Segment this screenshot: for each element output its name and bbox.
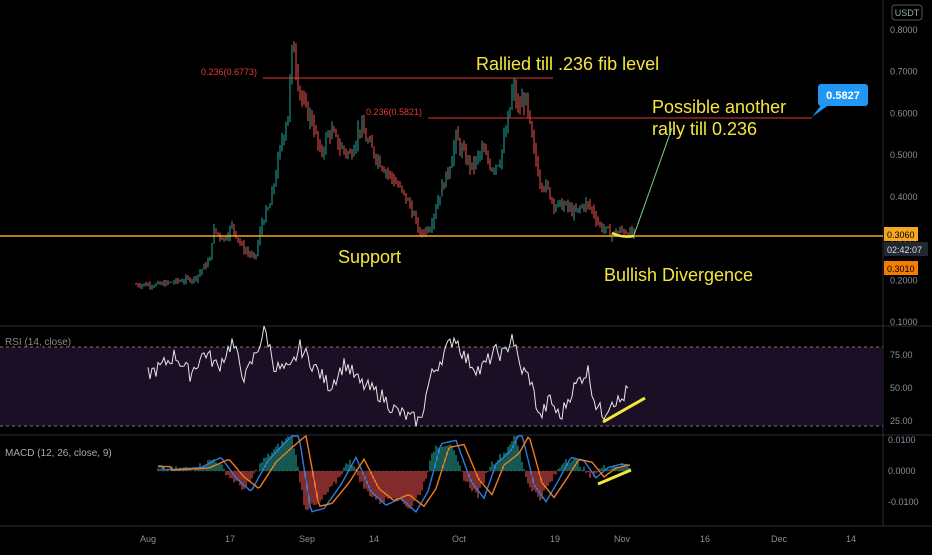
time-tick-label: Nov — [614, 534, 631, 544]
rallied-annotation: Rallied till .236 fib level — [476, 54, 659, 74]
projection-arrow — [633, 127, 673, 236]
signal-line — [158, 434, 631, 508]
label-support-box — [884, 261, 918, 275]
time-tick-label: 16 — [700, 534, 710, 544]
time-tick-label: Oct — [452, 534, 467, 544]
rsi-tick-label: 50.00 — [890, 383, 913, 393]
fib2-label: 0.236(0.5821) — [366, 107, 422, 117]
price-tick-label: 0.1000 — [890, 317, 918, 327]
target-callout-pointer — [812, 104, 830, 117]
macd-line — [158, 435, 631, 513]
rsi-line — [147, 325, 629, 427]
macd-tick-label: 0.0000 — [888, 466, 916, 476]
support-annotation: Support — [338, 247, 401, 267]
possible-annotation-1: Possible another — [652, 97, 786, 117]
price-axis: 0.80000.70000.60000.50000.40000.30000.20… — [890, 25, 918, 327]
label-support: 0.3010 — [887, 264, 915, 274]
price-tick-label: 0.6000 — [890, 108, 918, 118]
time-axis: Aug 17 Sep 14 Oct 19 Nov 16 Dec 14 — [140, 534, 856, 544]
time-tick-label: Dec — [771, 534, 788, 544]
rsi-band — [0, 347, 883, 426]
divergence-mark-price — [611, 231, 635, 238]
price-tick-label: 0.7000 — [890, 67, 918, 77]
rsi-tick-label: 75.00 — [890, 350, 913, 360]
candles — [135, 40, 635, 290]
target-callout-box — [818, 84, 868, 106]
price-tick-label: 0.2000 — [890, 275, 918, 285]
macd-axis: 0.0100 0.0000 -0.0100 — [888, 435, 919, 507]
macd-tick-label: 0.0100 — [888, 435, 916, 445]
fib1-label: 0.236(0.6773) — [201, 67, 257, 77]
macd-title: MACD (12, 26, close, 9) — [5, 448, 112, 459]
rsi-axis: 75.00 50.00 25.00 — [890, 350, 913, 426]
rsi-line-group — [147, 325, 629, 427]
label-countdown: 02:42:07 — [887, 245, 922, 255]
label-current: 0.3060 — [887, 230, 915, 240]
symbol-badge-box — [891, 4, 923, 21]
label-current-box — [884, 227, 918, 241]
time-tick-label: Aug — [140, 534, 156, 544]
time-tick-label: 19 — [550, 534, 560, 544]
target-callout-value: 0.5827 — [826, 90, 860, 102]
time-tick-label: 14 — [369, 534, 379, 544]
divergence-mark-macd — [597, 468, 632, 486]
macd-tick-label: -0.0100 — [888, 497, 919, 507]
price-tick-label: 0.4000 — [890, 192, 918, 202]
time-tick-label: 17 — [225, 534, 235, 544]
price-tick-label: 0.5000 — [890, 150, 918, 160]
price-tick-label: 0.8000 — [890, 25, 918, 35]
possible-annotation-2: rally till 0.236 — [652, 119, 757, 139]
bullish-annotation: Bullish Divergence — [604, 265, 753, 285]
label-countdown-box — [884, 242, 928, 256]
time-tick-label: Sep — [299, 534, 315, 544]
time-tick-label: 14 — [846, 534, 856, 544]
macd-group — [157, 434, 631, 513]
rsi-title: RSI (14, close) — [5, 337, 71, 348]
divergence-mark-rsi — [602, 396, 646, 424]
rsi-tick-label: 25.00 — [890, 416, 913, 426]
symbol-badge: USDT — [895, 8, 920, 18]
